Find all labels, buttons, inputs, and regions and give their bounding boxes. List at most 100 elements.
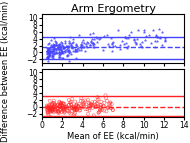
Point — [67, 50, 70, 52]
Point — [103, 102, 106, 104]
Point — [85, 106, 88, 108]
Point — [53, 47, 56, 49]
Point — [45, 107, 48, 109]
Point — [70, 107, 73, 109]
Point — [57, 55, 60, 58]
Point — [91, 101, 94, 103]
Point — [49, 50, 52, 52]
Point — [91, 43, 94, 46]
Point — [127, 34, 131, 36]
Point — [130, 31, 133, 33]
Point — [111, 49, 114, 52]
Point — [61, 52, 64, 54]
Point — [144, 35, 147, 37]
Point — [104, 97, 107, 99]
Point — [72, 106, 75, 108]
Point — [53, 49, 56, 52]
Point — [159, 36, 162, 38]
Point — [75, 43, 78, 45]
Point — [78, 107, 81, 109]
Point — [58, 105, 61, 107]
Point — [123, 36, 126, 38]
Point — [105, 110, 108, 113]
Point — [62, 107, 65, 109]
Point — [50, 39, 53, 41]
Point — [79, 100, 82, 102]
Point — [114, 45, 117, 48]
Point — [62, 46, 65, 48]
Point — [91, 42, 94, 44]
Point — [64, 49, 67, 51]
Point — [49, 51, 52, 54]
Point — [61, 50, 64, 52]
Point — [54, 49, 57, 51]
Point — [60, 102, 63, 104]
Point — [63, 50, 66, 52]
Point — [46, 50, 49, 52]
Point — [91, 105, 94, 107]
Point — [73, 107, 76, 109]
Point — [80, 107, 83, 109]
Point — [46, 47, 49, 49]
Point — [123, 36, 126, 38]
Point — [75, 109, 78, 111]
Point — [46, 57, 49, 59]
Point — [62, 107, 65, 109]
Point — [56, 107, 59, 109]
Point — [71, 98, 74, 100]
Point — [47, 50, 50, 52]
Point — [47, 49, 50, 51]
Point — [87, 101, 90, 104]
Point — [58, 51, 61, 53]
Point — [47, 112, 50, 115]
Point — [67, 46, 70, 49]
Point — [47, 56, 50, 59]
Point — [55, 42, 58, 44]
Point — [163, 37, 166, 39]
Point — [70, 43, 73, 46]
Point — [81, 43, 84, 46]
Point — [68, 42, 71, 44]
Point — [93, 101, 96, 103]
Point — [50, 106, 53, 108]
Point — [53, 102, 56, 104]
Point — [51, 110, 54, 112]
Point — [110, 107, 113, 109]
Point — [67, 99, 70, 101]
Point — [47, 54, 50, 57]
Point — [49, 108, 52, 110]
Title: Arm Ergometry: Arm Ergometry — [70, 4, 156, 14]
Point — [155, 35, 158, 37]
Point — [57, 110, 60, 113]
Point — [78, 110, 81, 112]
Point — [72, 114, 75, 117]
Point — [96, 103, 99, 105]
Point — [60, 50, 63, 53]
Point — [47, 56, 50, 58]
Point — [71, 38, 74, 40]
Point — [74, 43, 77, 46]
Point — [52, 106, 55, 108]
Point — [125, 41, 128, 44]
Point — [82, 104, 86, 106]
Point — [61, 46, 64, 49]
Point — [53, 103, 56, 105]
Point — [62, 50, 65, 52]
Point — [64, 107, 67, 109]
Point — [62, 47, 65, 49]
Point — [54, 105, 57, 107]
Point — [89, 104, 92, 107]
Point — [126, 47, 129, 49]
Point — [60, 47, 63, 50]
Point — [70, 44, 73, 46]
Point — [108, 45, 111, 47]
Point — [81, 41, 84, 43]
Point — [68, 42, 71, 44]
Point — [62, 47, 65, 49]
Point — [112, 109, 115, 111]
Point — [93, 46, 96, 48]
Point — [56, 44, 59, 46]
Point — [79, 43, 82, 46]
Point — [47, 47, 50, 49]
Point — [55, 44, 58, 46]
